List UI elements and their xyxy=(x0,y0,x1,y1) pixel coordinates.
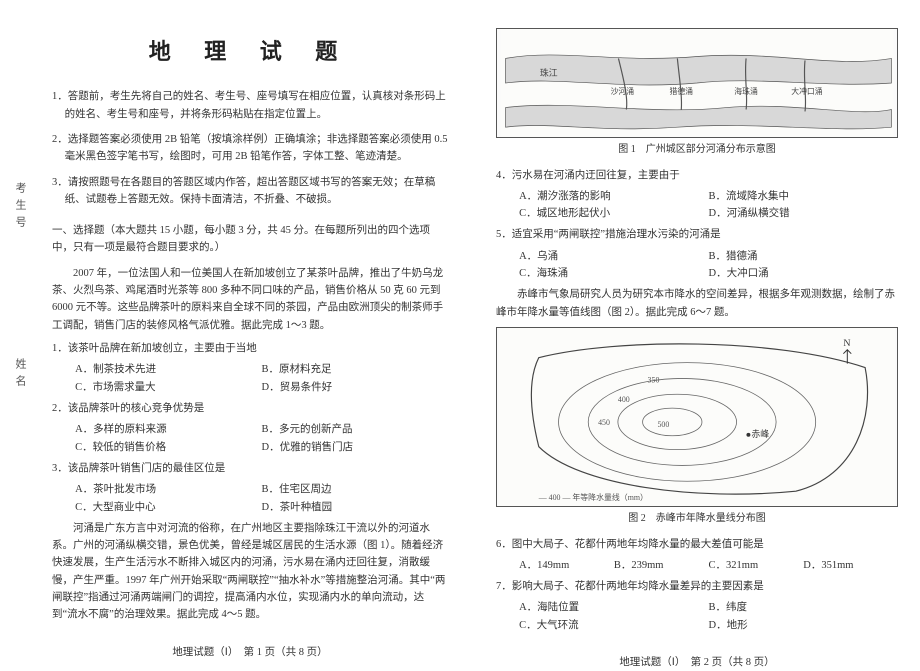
q5-opt-d: D．大冲口涌 xyxy=(709,265,898,282)
q7-opt-d: D．地形 xyxy=(709,617,898,634)
q5-stem: 5．适宜采用“两闸联控”措施治理水污染的河涌是 xyxy=(496,226,898,243)
page-2: 珠江 沙河涌 猎德涌 海珠涌 大冲口涌 图 1 广州城区部分河涌分布示意图 4．… xyxy=(470,0,920,634)
q3-opt-d: D．茶叶种植园 xyxy=(262,499,448,516)
svg-text:赤峰: 赤峰 xyxy=(751,429,769,439)
svg-text:350: 350 xyxy=(648,375,660,384)
q4-opt-b: B．流域降水集中 xyxy=(709,188,898,205)
q7-stem: 7．影响大局子、花都什两地年均降水量差异的主要因素是 xyxy=(496,578,898,595)
q7-options: A．海陆位置 B．纬度 C．大气环流 D．地形 xyxy=(496,599,898,634)
instruction-2: 2．选择题答案必须使用 2B 铅笔（按填涂样例）正确填涂；非选择题答案必须使用 … xyxy=(52,131,448,166)
q1-stem: 1．该茶叶品牌在新加坡创立，主要由于当地 xyxy=(52,340,448,357)
q1-opt-c: C．市场需求量大 xyxy=(75,379,261,396)
svg-text:大冲口涌: 大冲口涌 xyxy=(791,86,823,96)
section-1-heading: 一、选择题（本大题共 15 小题，每小题 3 分，共 45 分。在每题所列出的四… xyxy=(52,222,448,257)
q2-opt-a: A．多样的原料来源 xyxy=(75,421,261,438)
page-title: 地 理 试 题 xyxy=(52,34,448,70)
figure-1-map: 珠江 沙河涌 猎德涌 海珠涌 大冲口涌 xyxy=(496,28,898,138)
q4-opt-a: A．潮汐涨落的影响 xyxy=(519,188,708,205)
passage-3: 赤峰市气象局研究人员为研究本市降水的空间差异，根据多年观测数据，绘制了赤峰市年降… xyxy=(496,286,898,321)
q5-opt-c: C．海珠涌 xyxy=(519,265,708,282)
q7-opt-c: C．大气环流 xyxy=(519,617,708,634)
q6-opt-a: A．149mm xyxy=(519,557,614,574)
q6-opt-c: C．321mm xyxy=(709,557,804,574)
passage-1: 2007 年，一位法国人和一位美国人在新加坡创立了某茶叶品牌，推出了牛奶乌龙茶、… xyxy=(52,265,448,334)
q1-opt-a: A．制茶技术先进 xyxy=(75,361,261,378)
q1-options: A．制茶技术先进 B．原材料充足 C．市场需求量大 D．贸易条件好 xyxy=(52,361,448,396)
footer-page-1: 地理试题（Ⅰ） 第 1 页（共 8 页） xyxy=(52,644,448,661)
page-1: 地 理 试 题 1．答题前，考生先将自己的姓名、考生号、座号填写在相应位置，认真… xyxy=(40,0,470,634)
svg-text:N: N xyxy=(843,338,850,349)
name-label: 姓名 xyxy=(12,358,28,392)
q6-opt-b: B．239mm xyxy=(614,557,709,574)
svg-text:400: 400 xyxy=(618,395,630,404)
q3-options: A．茶叶批发市场 B．住宅区周边 C．大型商业中心 D．茶叶种植园 xyxy=(52,481,448,516)
svg-text:海珠涌: 海珠涌 xyxy=(734,86,758,96)
q2-options: A．多样的原料来源 B．多元的创新产品 C．较低的销售价格 D．优雅的销售门店 xyxy=(52,421,448,456)
instruction-1: 1．答题前，考生先将自己的姓名、考生号、座号填写在相应位置，认真核对条形码上的姓… xyxy=(52,88,448,123)
student-id-label: 考生号 xyxy=(12,182,28,233)
q4-opt-c: C．城区地形起伏小 xyxy=(519,205,708,222)
svg-text:珠江: 珠江 xyxy=(540,67,558,78)
figure-2-caption: 图 2 赤峰市年降水量线分布图 xyxy=(496,511,898,528)
figure-2-map: 350 400 450 500 赤峰 N — 400 — 年等降水量线（mm） xyxy=(496,327,898,507)
q6-stem: 6．图中大局子、花都什两地年均降水量的最大差值可能是 xyxy=(496,536,898,553)
q3-opt-b: B．住宅区周边 xyxy=(262,481,448,498)
q6-options: A．149mm B．239mm C．321mm D．351mm xyxy=(496,557,898,574)
contour-map-svg: 350 400 450 500 赤峰 N — 400 — 年等降水量线（mm） xyxy=(497,328,897,506)
q1-opt-d: D．贸易条件好 xyxy=(262,379,448,396)
q2-opt-c: C．较低的销售价格 xyxy=(75,439,261,456)
q6-opt-d: D．351mm xyxy=(803,557,898,574)
q5-options: A．乌涌 B．猎德涌 C．海珠涌 D．大冲口涌 xyxy=(496,248,898,283)
q7-opt-a: A．海陆位置 xyxy=(519,599,708,616)
q2-stem: 2．该品牌茶叶的核心竞争优势是 xyxy=(52,400,448,417)
q2-opt-b: B．多元的创新产品 xyxy=(262,421,448,438)
instruction-3: 3．请按照题号在各题目的答题区域内作答，超出答题区域书写的答案无效；在草稿纸、试… xyxy=(52,174,448,209)
footer-page-2: 地理试题（Ⅰ） 第 2 页（共 8 页） xyxy=(496,654,898,671)
river-map-svg: 珠江 沙河涌 猎德涌 海珠涌 大冲口涌 xyxy=(497,29,897,137)
q3-opt-a: A．茶叶批发市场 xyxy=(75,481,261,498)
passage-2: 河涌是广东方言中对河流的俗称，在广州地区主要指除珠江干流以外的河道水系。广州的河… xyxy=(52,520,448,624)
binding-margin: 考生号 姓名 xyxy=(0,0,40,634)
q4-opt-d: D．河涌纵横交错 xyxy=(709,205,898,222)
q4-stem: 4．污水易在河涌内迂回往复，主要由于 xyxy=(496,167,898,184)
q1-opt-b: B．原材料充足 xyxy=(262,361,448,378)
svg-text:— 400 — 年等降水量线（mm）: — 400 — 年等降水量线（mm） xyxy=(538,492,648,502)
svg-text:猎德涌: 猎德涌 xyxy=(670,86,694,96)
q4-options: A．潮汐涨落的影响 B．流域降水集中 C．城区地形起伏小 D．河涌纵横交错 xyxy=(496,188,898,223)
q5-opt-b: B．猎德涌 xyxy=(709,248,898,265)
svg-text:450: 450 xyxy=(598,418,610,427)
exam-spread: 考生号 姓名 地 理 试 题 1．答题前，考生先将自己的姓名、考生号、座号填写在… xyxy=(0,0,920,634)
svg-text:500: 500 xyxy=(657,420,669,429)
q5-opt-a: A．乌涌 xyxy=(519,248,708,265)
figure-1-caption: 图 1 广州城区部分河涌分布示意图 xyxy=(496,142,898,159)
q7-opt-b: B．纬度 xyxy=(709,599,898,616)
q3-stem: 3．该品牌茶叶销售门店的最佳区位是 xyxy=(52,460,448,477)
q2-opt-d: D．优雅的销售门店 xyxy=(262,439,448,456)
q3-opt-c: C．大型商业中心 xyxy=(75,499,261,516)
svg-text:沙河涌: 沙河涌 xyxy=(611,86,635,96)
